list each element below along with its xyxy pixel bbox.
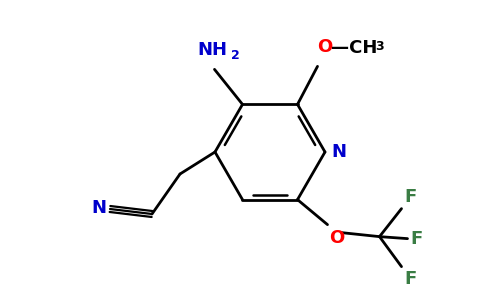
Text: NH: NH	[197, 41, 227, 59]
Text: —CH: —CH	[332, 39, 378, 57]
Text: O: O	[330, 229, 345, 247]
Text: F: F	[405, 270, 417, 288]
Text: N: N	[331, 143, 346, 161]
Text: F: F	[410, 230, 423, 247]
Text: N: N	[91, 199, 106, 217]
Text: 3: 3	[376, 40, 384, 53]
Text: F: F	[405, 188, 417, 206]
Text: O: O	[318, 38, 333, 56]
Text: 2: 2	[230, 50, 239, 62]
